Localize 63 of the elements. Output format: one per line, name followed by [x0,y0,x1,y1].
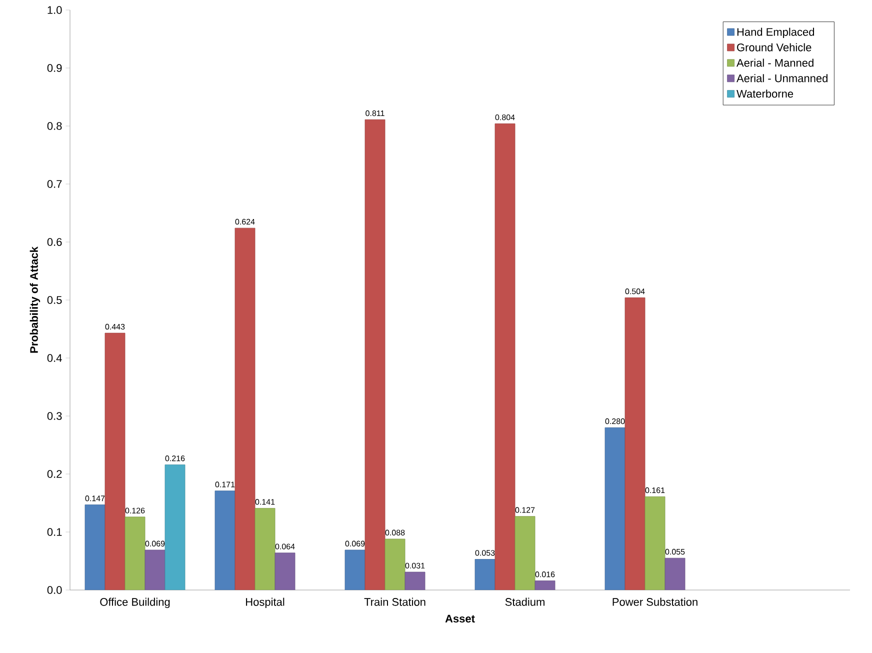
bar [664,558,686,590]
data-label: 0.127 [515,507,535,513]
data-label: 0.064 [275,544,295,550]
x-tick-label: Stadium [505,598,544,606]
data-label: 0.069 [345,540,365,546]
data-label: 0.147 [85,496,105,502]
bar [344,550,366,590]
y-tick-label: 0.2 [47,470,62,478]
legend-label: Waterborne [736,90,794,98]
bar [364,119,386,590]
bar [384,538,406,590]
y-tick-label: 0.7 [47,180,62,188]
x-tick-label: Power Substation [612,598,698,606]
bar [214,490,236,590]
data-label: 0.088 [385,530,405,536]
bar [254,508,276,590]
x-axis-title: Asset [445,614,475,623]
y-tick-label: 0.4 [47,354,62,362]
data-label: 0.161 [645,487,665,494]
y-tick-label: 0.5 [47,296,62,304]
bar [474,559,496,590]
data-label: 0.055 [665,548,685,555]
data-label: 0.811 [366,110,384,116]
bar [644,496,666,590]
legend-label: Ground Vehicle [737,43,812,52]
data-label: 0.804 [495,114,515,120]
data-label: 0.069 [145,540,165,546]
bar [144,550,166,590]
y-tick-label: 0.1 [47,528,62,536]
legend-label: Aerial - Manned [736,58,814,67]
data-label: 0.053 [475,550,495,556]
data-label: 0.443 [105,324,125,330]
bar [124,516,146,590]
bar [514,516,536,590]
bar [624,297,646,590]
x-tick-label: Train Station [364,598,426,606]
bar [234,228,256,590]
y-axis-title: Probability of Attack [30,246,40,353]
data-label: 0.016 [535,572,555,578]
bar [274,552,296,590]
data-label: 0.031 [405,562,425,568]
bar [104,332,126,590]
bar [604,427,626,590]
legend-label: Aerial - Unmanned [736,74,828,82]
data-label: 0.141 [255,499,275,505]
y-tick-label: 0.0 [47,586,62,594]
legend-label: Hand Emplaced [737,28,814,38]
bar [494,123,516,590]
data-label: 0.624 [235,218,255,225]
bar [84,504,106,590]
y-tick-label: 1.0 [48,6,62,14]
data-label: 0.126 [125,508,145,514]
y-tick-label: 0.9 [47,64,62,72]
x-tick-label: Hospital [246,598,284,608]
data-label: 0.280 [605,418,625,424]
y-tick-label: 0.8 [47,122,62,130]
data-label: 0.171 [215,482,235,488]
bar [404,572,426,590]
y-tick-label: 0.3 [47,412,62,420]
x-tick-label: Office Building [100,598,170,608]
y-tick-label: 0.6 [47,238,62,246]
data-label: 0.216 [165,456,185,462]
data-label: 0.504 [625,288,645,294]
